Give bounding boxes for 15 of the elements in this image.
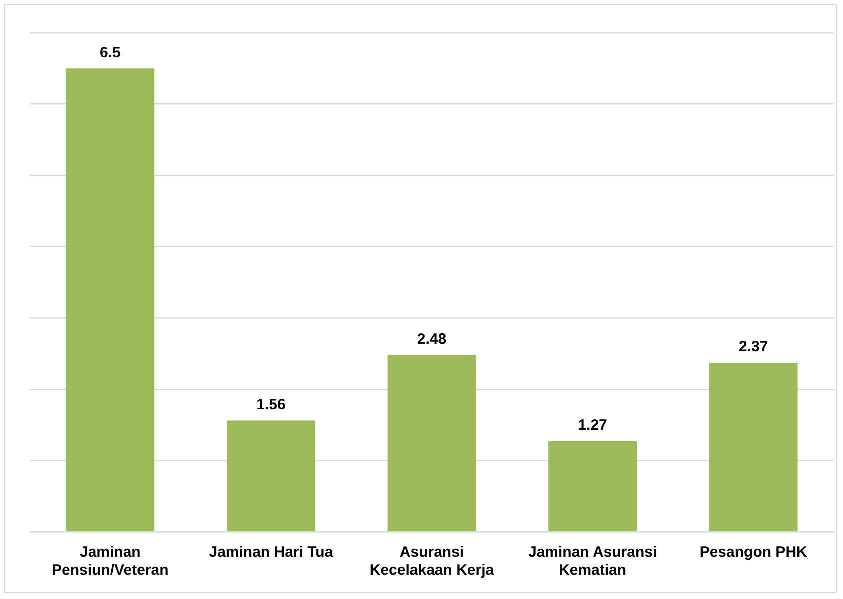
x-tick-label: Jaminan Hari Tua [209,544,334,562]
x-tick-label: Jaminan Pensiun/Veteran [52,544,169,580]
x-tick-label: Asuransi Kecelakaan Kerja [370,544,495,580]
bar [388,355,476,532]
bar [709,363,798,532]
data-label: 2.37 [739,338,768,356]
x-tick-label: Pesangon PHK [700,544,808,562]
bar [226,420,316,532]
data-label: 1.27 [578,417,608,434]
data-label: 6.5 [100,44,121,62]
x-tick-label: Jaminan Asuransi Kematian [528,544,658,580]
data-label: 1.56 [256,396,286,414]
data-label: 2.48 [417,330,447,348]
bar [548,441,638,532]
bar [66,68,155,532]
